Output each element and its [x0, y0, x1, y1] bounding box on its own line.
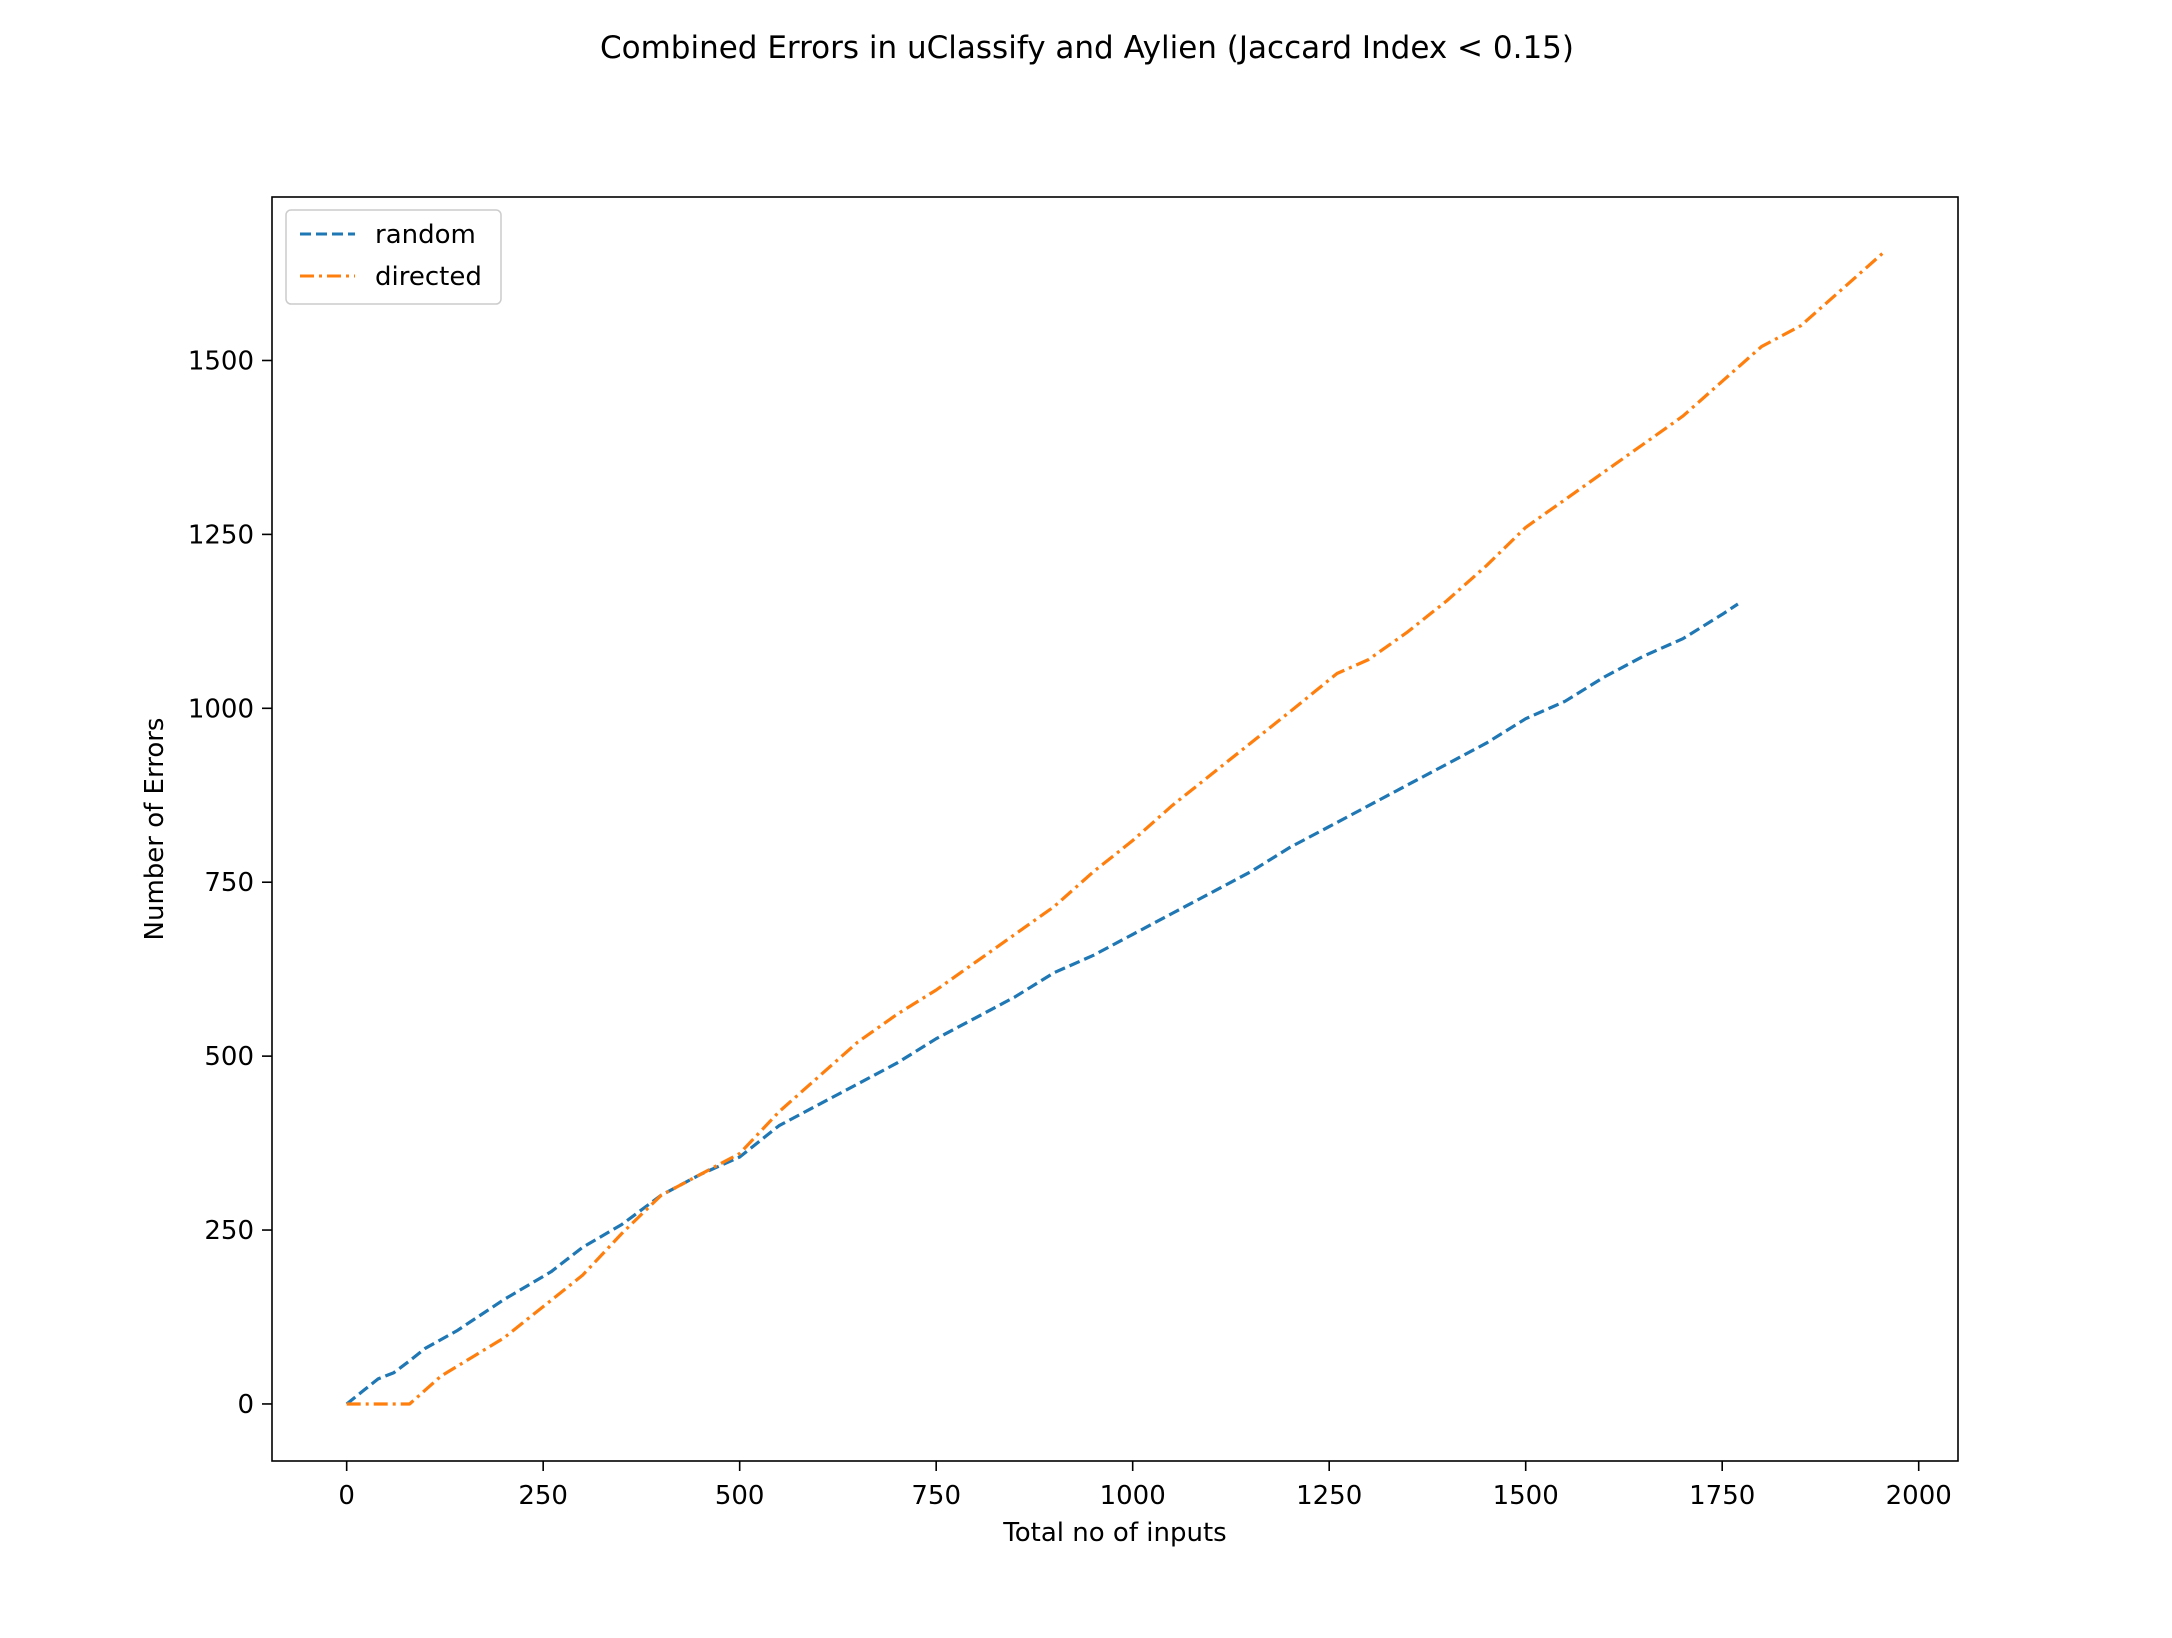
y-tick-label: 0 [237, 1390, 254, 1420]
x-axis: 0 250 500 750 1000 1250 1500 1750 2000 [338, 1461, 1952, 1511]
y-axis: 0 250 500 750 1000 1250 1500 [188, 346, 272, 1420]
y-tick-label: 1500 [188, 346, 254, 376]
x-tick-label: 750 [911, 1481, 961, 1511]
x-tick-label: 1250 [1296, 1481, 1362, 1511]
x-axis-label: Total no of inputs [1002, 1518, 1226, 1548]
y-tick-label: 250 [204, 1216, 254, 1246]
y-tick-label: 750 [204, 868, 254, 898]
series-line-directed [346, 251, 1885, 1406]
x-tick-label: 1000 [1100, 1481, 1166, 1511]
x-tick-label: 0 [338, 1481, 355, 1511]
y-tick-label: 1000 [188, 694, 254, 724]
series-line-random [345, 602, 1739, 1406]
x-tick-label: 250 [518, 1481, 568, 1511]
legend: random directed [285, 209, 502, 305]
x-tick-label: 1750 [1689, 1481, 1755, 1511]
series-layer [345, 251, 1885, 1406]
y-tick-label: 1250 [188, 520, 254, 550]
x-tick-label: 500 [715, 1481, 765, 1511]
chart-title: Combined Errors in uClassify and Aylien … [600, 30, 1574, 66]
y-axis-label: Number of Errors [140, 718, 170, 941]
legend-label-directed: directed [375, 262, 482, 292]
x-tick-label: 1500 [1493, 1481, 1559, 1511]
plot-frame [271, 196, 1959, 1462]
x-tick-label: 2000 [1886, 1481, 1952, 1511]
y-tick-label: 500 [204, 1042, 254, 1072]
legend-label-random: random [375, 220, 476, 250]
